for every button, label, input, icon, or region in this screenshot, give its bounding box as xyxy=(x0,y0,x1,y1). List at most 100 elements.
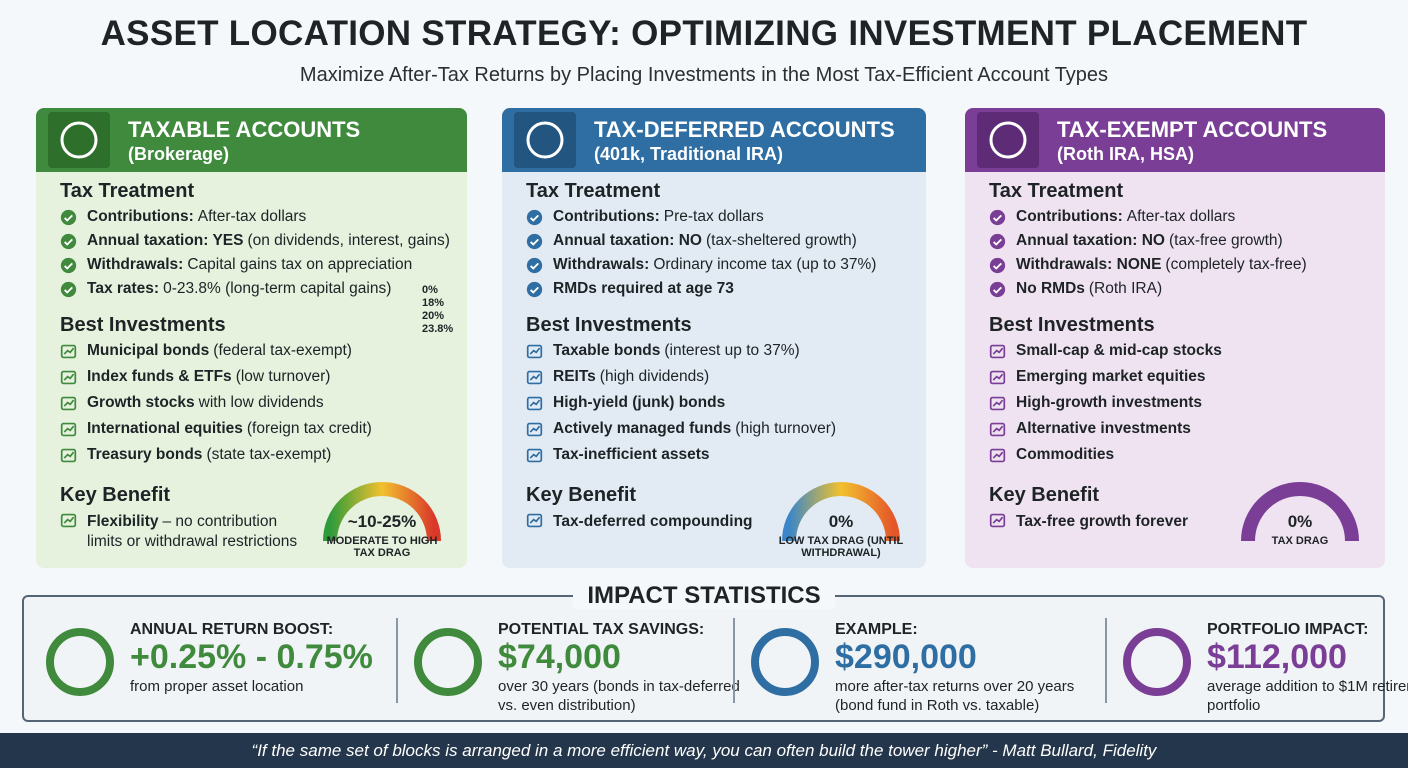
tax-item-label: Annual taxation: YES xyxy=(87,232,244,249)
icon xyxy=(60,257,77,273)
icon-check xyxy=(993,214,1002,222)
card-header: TAX-DEFERRED ACCOUNTS (401k, Traditional … xyxy=(502,108,926,172)
icon-line xyxy=(529,451,541,459)
icon-line xyxy=(992,451,1004,459)
card-title: TAX-DEFERRED ACCOUNTS xyxy=(594,117,895,142)
icon-box xyxy=(526,422,543,436)
icon-check xyxy=(993,286,1002,294)
icon-line xyxy=(992,373,1004,381)
icon-line xyxy=(63,373,75,381)
icon xyxy=(989,448,1006,462)
icon-box xyxy=(989,422,1006,436)
card-subtitle: (401k, Traditional IRA) xyxy=(594,144,784,164)
icon-circle xyxy=(526,209,543,225)
account-card: TAX-EXEMPT ACCOUNTS (Roth IRA, HSA) Tax Tr… xyxy=(965,108,1385,568)
tax-item: Contributions: Pre-tax dollars xyxy=(526,208,764,226)
tax-item-text: Ordinary income tax (up to 37%) xyxy=(653,256,877,273)
icon-box xyxy=(989,344,1006,358)
tax-item: Annual taxation: NO (tax-free growth) xyxy=(989,232,1283,250)
icon-box xyxy=(989,370,1006,384)
icon-circle xyxy=(60,281,77,297)
icon xyxy=(526,233,543,249)
icon-circle xyxy=(989,233,1006,249)
icon-line xyxy=(992,399,1004,407)
impact-text: over 30 years (bonds in tax-deferred vs.… xyxy=(498,678,740,714)
icon-check xyxy=(993,262,1002,270)
investment-label: High-growth investments xyxy=(1016,394,1203,411)
investment-item: Alternative investments xyxy=(989,420,1195,438)
investment-label: Index funds & ETFs xyxy=(87,368,232,385)
header-icon-art xyxy=(989,121,1027,159)
icon-circle xyxy=(526,257,543,273)
benefit-label: Tax-free growth forever xyxy=(1016,513,1188,530)
investment-label: Municipal bonds xyxy=(87,342,210,359)
impact-text: more after-tax returns over 20 years (bo… xyxy=(835,678,1075,714)
section-heading: Tax Treatment xyxy=(60,180,195,202)
benefit: Tax-deferred compounding xyxy=(526,512,776,532)
icon-check xyxy=(530,286,539,294)
icon xyxy=(526,209,543,225)
investment-item: REITs (high dividends) xyxy=(526,368,709,386)
impact-icon-shape xyxy=(751,628,819,696)
benefit-label: Tax-deferred compounding xyxy=(553,513,753,530)
icon-line xyxy=(529,373,541,381)
tax-item: RMDs required at age 73 xyxy=(526,280,738,298)
icon-circle xyxy=(526,281,543,297)
investment-label: Treasury bonds xyxy=(87,446,203,463)
icon xyxy=(526,396,543,410)
investment-item: Commodities xyxy=(989,446,1118,464)
tax-item-text: Pre-tax dollars xyxy=(663,208,764,225)
card-header: TAXABLE ACCOUNTS (Brokerage) xyxy=(36,108,467,172)
icon-box xyxy=(526,448,543,462)
quote: “If the same set of blocks is arranged i… xyxy=(0,733,1408,768)
icon xyxy=(989,281,1006,297)
tax-item: Withdrawals: Capital gains tax on appreci… xyxy=(60,256,412,274)
section-heading: Tax Treatment xyxy=(989,180,1124,202)
investment-label: Commodities xyxy=(1016,446,1115,463)
investment-text: with low dividends xyxy=(198,394,324,411)
tax-item-text: (tax-sheltered growth) xyxy=(705,232,857,249)
investment-label: Taxable bonds xyxy=(553,342,661,359)
title: ASSET LOCATION STRATEGY: OPTIMIZING INVE… xyxy=(100,14,1308,53)
icon-line xyxy=(63,516,75,524)
rate-bracket: 0% xyxy=(422,284,438,296)
tax-item-text: After-tax dollars xyxy=(1126,208,1236,225)
card-subtitle: (Roth IRA, HSA) xyxy=(1057,144,1194,164)
account-card: TAXABLE ACCOUNTS (Brokerage) Tax Treatment… xyxy=(36,108,467,568)
icon-circle xyxy=(989,281,1006,297)
icon xyxy=(989,209,1006,225)
investment-item: Taxable bonds (interest up to 37%) xyxy=(526,342,800,360)
icon xyxy=(526,422,543,436)
icon-check xyxy=(64,214,73,222)
icon xyxy=(60,233,77,249)
tax-item-text: 0-23.8% (long-term capital gains) xyxy=(163,280,392,297)
tax-item-text: (Roth IRA) xyxy=(1088,280,1163,297)
investment-label: Growth stocks xyxy=(87,394,195,411)
icon-check xyxy=(530,262,539,270)
impact-text: average addition to $1M retirement portf… xyxy=(1207,678,1408,714)
tax-item-label: No RMDs xyxy=(1016,280,1085,297)
investment-text: (high turnover) xyxy=(735,420,837,437)
account-card: TAX-DEFERRED ACCOUNTS (401k, Traditional … xyxy=(502,108,926,568)
gauge xyxy=(323,482,441,542)
tax-item-label: Contributions: xyxy=(87,208,194,225)
rate-bracket: 18% xyxy=(422,297,445,309)
icon xyxy=(989,257,1006,273)
icon-line xyxy=(529,399,541,407)
gauge xyxy=(1241,482,1359,542)
tax-item-label: Annual taxation: NO xyxy=(1016,232,1165,249)
tax-item: Withdrawals: Ordinary income tax (up to 3… xyxy=(526,256,876,274)
icon xyxy=(526,281,543,297)
impact-value: $112,000 xyxy=(1207,638,1347,676)
icon-check xyxy=(64,262,73,270)
investment-item: High-yield (junk) bonds xyxy=(526,394,729,412)
icon-box xyxy=(60,344,77,358)
investment-item: Municipal bonds (federal tax-exempt) xyxy=(60,342,352,360)
impact-icon xyxy=(751,628,819,696)
icon-circle xyxy=(60,257,77,273)
investment-item: Index funds & ETFs (low turnover) xyxy=(60,368,330,386)
investment-item: Small-cap & mid-cap stocks xyxy=(989,342,1226,360)
impact-text: from proper asset location xyxy=(130,678,304,695)
investment-label: High-yield (junk) bonds xyxy=(553,394,726,411)
icon-circle xyxy=(60,233,77,249)
